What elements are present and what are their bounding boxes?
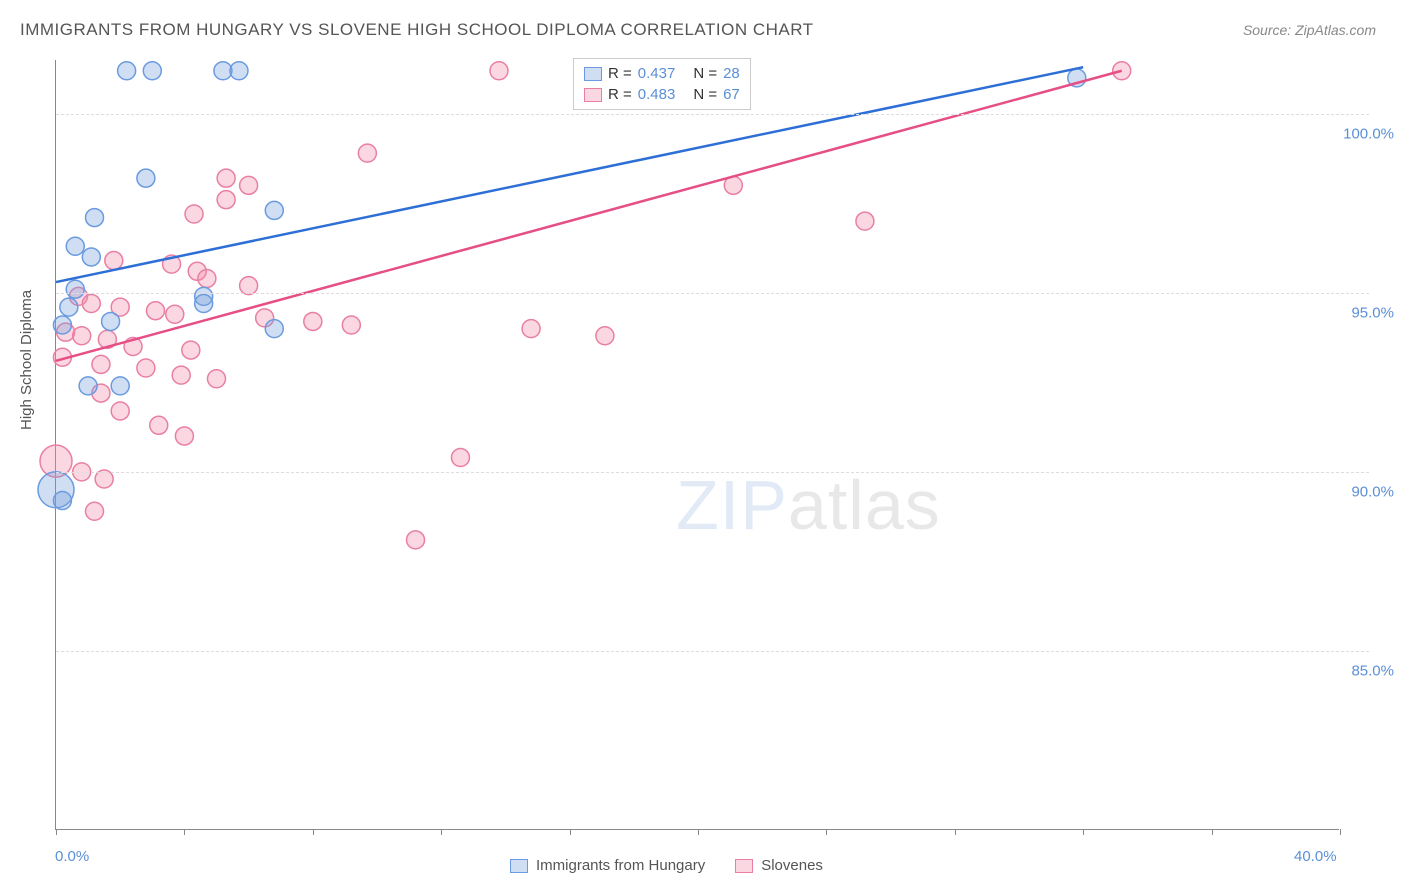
x-tick-label: 40.0% xyxy=(1294,848,1337,865)
legend-r-label: R = xyxy=(608,86,632,103)
scatter-point xyxy=(73,327,91,345)
scatter-point xyxy=(217,169,235,187)
trend-line xyxy=(56,67,1083,282)
scatter-point xyxy=(82,295,100,313)
scatter-point xyxy=(66,280,84,298)
scatter-point xyxy=(143,62,161,80)
scatter-point xyxy=(53,316,71,334)
legend-n-label: N = xyxy=(693,86,717,103)
scatter-point xyxy=(208,370,226,388)
scatter-point xyxy=(137,359,155,377)
legend-series: Slovenes xyxy=(735,857,823,874)
scatter-point xyxy=(166,305,184,323)
scatter-point xyxy=(105,252,123,270)
scatter-point xyxy=(147,302,165,320)
scatter-point xyxy=(217,191,235,209)
x-tick xyxy=(826,829,827,835)
correlation-legend: R = 0.437 N = 28 R = 0.483 N = 67 xyxy=(573,58,751,110)
scatter-point xyxy=(175,427,193,445)
gridline xyxy=(56,293,1369,294)
scatter-point xyxy=(92,355,110,373)
scatter-point xyxy=(182,341,200,359)
x-tick xyxy=(1083,829,1084,835)
series-legend: Immigrants from Hungary Slovenes xyxy=(510,857,823,874)
scatter-point xyxy=(265,201,283,219)
scatter-point xyxy=(451,449,469,467)
scatter-point xyxy=(102,312,120,330)
scatter-point xyxy=(358,144,376,162)
scatter-point xyxy=(79,377,97,395)
legend-n-value: 28 xyxy=(723,65,740,82)
y-tick-label: 95.0% xyxy=(1351,304,1394,321)
scatter-point xyxy=(137,169,155,187)
gridline xyxy=(56,472,1369,473)
legend-r-value: 0.483 xyxy=(638,86,676,103)
legend-swatch xyxy=(510,859,528,873)
legend-series-name: Slovenes xyxy=(761,857,823,874)
page-title: IMMIGRANTS FROM HUNGARY VS SLOVENE HIGH … xyxy=(20,20,814,40)
legend-row: R = 0.437 N = 28 xyxy=(584,63,740,84)
y-tick-label: 90.0% xyxy=(1351,483,1394,500)
source-attribution: Source: ZipAtlas.com xyxy=(1243,22,1376,38)
legend-n-label: N = xyxy=(693,65,717,82)
x-tick-label: 0.0% xyxy=(55,848,89,865)
scatter-point xyxy=(240,176,258,194)
scatter-point xyxy=(522,320,540,338)
x-tick xyxy=(955,829,956,835)
scatter-point xyxy=(185,205,203,223)
scatter-point xyxy=(596,327,614,345)
scatter-point xyxy=(304,312,322,330)
legend-swatch xyxy=(584,88,602,102)
legend-r-value: 0.437 xyxy=(638,65,676,82)
x-tick xyxy=(1212,829,1213,835)
y-axis-label: High School Diploma xyxy=(18,290,35,430)
scatter-point xyxy=(230,62,248,80)
legend-n-value: 67 xyxy=(723,86,740,103)
scatter-chart-svg xyxy=(56,60,1339,829)
scatter-point xyxy=(265,320,283,338)
scatter-point xyxy=(111,377,129,395)
scatter-point xyxy=(172,366,190,384)
scatter-point xyxy=(150,416,168,434)
x-tick xyxy=(1340,829,1341,835)
y-tick-label: 100.0% xyxy=(1343,125,1394,142)
chart-plot-area: ZIPatlas xyxy=(55,60,1339,830)
scatter-point xyxy=(60,298,78,316)
x-tick xyxy=(441,829,442,835)
x-tick xyxy=(56,829,57,835)
legend-row: R = 0.483 N = 67 xyxy=(584,84,740,105)
gridline xyxy=(56,114,1369,115)
y-tick-label: 85.0% xyxy=(1351,662,1394,679)
scatter-point xyxy=(407,531,425,549)
scatter-point xyxy=(118,62,136,80)
x-tick xyxy=(570,829,571,835)
legend-swatch xyxy=(584,67,602,81)
scatter-point xyxy=(342,316,360,334)
scatter-point xyxy=(111,402,129,420)
scatter-point xyxy=(53,492,71,510)
x-tick xyxy=(698,829,699,835)
legend-r-label: R = xyxy=(608,65,632,82)
legend-series: Immigrants from Hungary xyxy=(510,857,705,874)
legend-series-name: Immigrants from Hungary xyxy=(536,857,705,874)
scatter-point xyxy=(86,209,104,227)
x-tick xyxy=(184,829,185,835)
legend-swatch xyxy=(735,859,753,873)
scatter-point xyxy=(86,502,104,520)
scatter-point xyxy=(856,212,874,230)
gridline xyxy=(56,651,1369,652)
scatter-point xyxy=(490,62,508,80)
scatter-point xyxy=(82,248,100,266)
scatter-point xyxy=(66,237,84,255)
scatter-point xyxy=(195,295,213,313)
x-tick xyxy=(313,829,314,835)
scatter-point xyxy=(198,269,216,287)
